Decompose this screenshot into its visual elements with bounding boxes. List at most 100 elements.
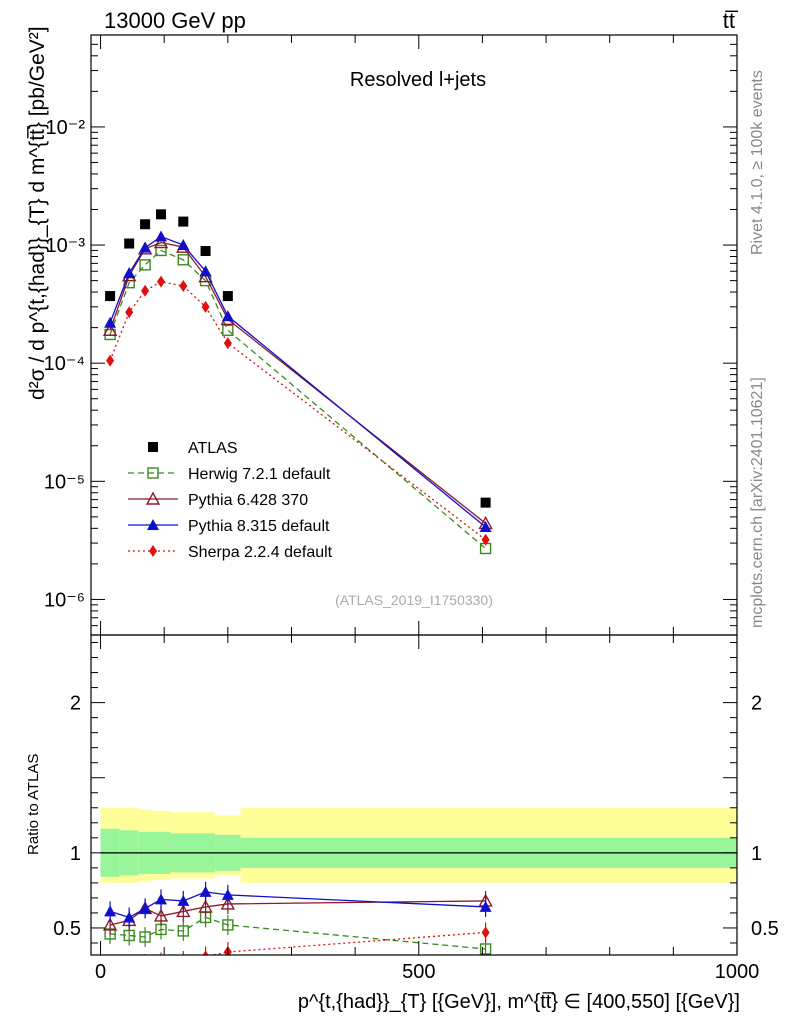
legend-label-herwig-7-2-1-default: Herwig 7.2.1 default <box>188 466 331 483</box>
xtick-label: 1000 <box>715 961 760 983</box>
legend-marker-pythia-8-315-default <box>147 519 159 530</box>
point-atlas <box>124 238 135 249</box>
main-panel-series <box>102 209 493 555</box>
ratio-point-pythia-8-315-default <box>139 902 152 914</box>
ratio-uncertainty-bands <box>100 807 737 883</box>
point-sherpa-2-2-4-default <box>157 275 166 288</box>
ratio-point-pythia-6-428-370 <box>102 917 118 931</box>
ratio-point-herwig-7-2-1-default <box>139 931 151 943</box>
legend-label-atlas: ATLAS <box>188 440 238 457</box>
point-sherpa-2-2-4-default <box>125 306 134 319</box>
axes: 10⁻⁶ 10⁻⁵ 10⁻⁴ 10⁻³ 10⁻² 0.5 0.5 1 1 2 2 0 500 1000 <box>44 34 779 983</box>
analysis-watermark: (ATLAS_2019_I1750330) <box>335 592 493 608</box>
ratio-panel-frame <box>90 634 738 956</box>
ratio-point-pythia-6-428-370 <box>220 896 236 910</box>
ratio-ytick-label: 2 <box>70 693 81 715</box>
ratio-point-herwig-7-2-1-default <box>123 929 135 942</box>
main-ylabel: d²σ / d p^{t,{had}}_{T} d m^{tt̅} [pb/Ge… <box>26 26 49 400</box>
legend-label-pythia-6-428-370: Pythia 6.428 370 <box>188 492 308 509</box>
ratio-point-sherpa-2-2-4-default <box>157 957 165 969</box>
point-sherpa-2-2-4-default <box>481 533 490 546</box>
point-atlas <box>156 209 167 220</box>
point-pythia-8-315-default <box>479 521 492 533</box>
point-sherpa-2-2-4-default <box>141 284 150 297</box>
ratio-point-herwig-7-2-1-default <box>479 943 492 955</box>
point-pythia-8-315-default <box>104 316 117 328</box>
ratio-line-pythia-8-315-default <box>109 891 486 919</box>
main-ytick-label: 10⁻⁴ <box>44 353 85 375</box>
ratio-ytick-label-right: 1 <box>751 843 762 865</box>
ratio-point-sherpa-2-2-4-default <box>125 961 133 973</box>
ratio-point-pythia-8-315-default <box>199 885 212 897</box>
series-line-pythia-8-315-default <box>109 235 487 528</box>
point-atlas <box>140 219 151 230</box>
xtick-label: 500 <box>402 961 435 983</box>
point-atlas <box>178 216 189 227</box>
point-sherpa-2-2-4-default <box>179 280 188 293</box>
ratio-point-pythia-8-315-default <box>155 893 168 905</box>
point-pythia-8-315-default <box>123 266 136 278</box>
point-pythia-8-315-default <box>139 241 152 253</box>
series-line-pythia-6-428-370 <box>109 241 487 524</box>
ratio-ytick-label-right: 2 <box>751 693 762 715</box>
ratio-point-pythia-8-315-default <box>221 888 234 900</box>
point-atlas <box>222 291 233 302</box>
point-herwig-7-2-1-default <box>139 259 151 271</box>
ratio-point-sherpa-2-2-4-default <box>141 958 149 970</box>
main-ytick-label: 10⁻² <box>46 117 86 139</box>
mcplots-label: mcplots.cern.ch [arXiv:2401.10621] <box>749 377 766 628</box>
point-atlas <box>200 246 211 257</box>
legend-marker-herwig-7-2-1-default <box>147 467 159 479</box>
rivet-label: Rivet 4.1.0, ≥ 100k events <box>749 70 766 255</box>
main-ytick-label: 10⁻⁶ <box>44 589 85 611</box>
ratio-point-pythia-6-428-370 <box>153 908 169 922</box>
point-pythia-6-428-370 <box>153 235 169 249</box>
point-pythia-8-315-default <box>177 239 190 251</box>
series-line-herwig-7-2-1-default <box>109 249 487 549</box>
point-herwig-7-2-1-default <box>222 324 234 336</box>
point-sherpa-2-2-4-default <box>106 354 115 367</box>
point-sherpa-2-2-4-default <box>223 337 232 350</box>
point-atlas <box>480 497 491 508</box>
plot-title: Resolved l+jets <box>350 69 486 91</box>
header-process: tt̅ <box>723 8 739 33</box>
x-axis-label: p^{t,{had}}_{T} [{GeV}], m^{tt̅} ∈ [400,… <box>298 991 740 1013</box>
ratio-point-pythia-8-315-default <box>104 905 117 917</box>
xtick-label: 0 <box>95 961 106 983</box>
ratio-point-pythia-6-428-370 <box>198 899 213 913</box>
ratio-point-pythia-8-315-default <box>479 900 492 912</box>
ratio-point-pythia-6-428-370 <box>176 903 191 918</box>
ratio-ytick-label: 0.5 <box>53 918 81 940</box>
point-herwig-7-2-1-default <box>177 254 189 266</box>
legend: ATLAS Herwig 7.2.1 default Pythia 6.428 37… <box>128 440 333 561</box>
point-pythia-8-315-default <box>155 230 168 242</box>
main-ytick-label: 10⁻⁵ <box>44 471 85 493</box>
ratio-ytick-label-right: 0.5 <box>751 918 779 940</box>
point-sherpa-2-2-4-default <box>201 300 210 313</box>
ratio-point-herwig-7-2-1-default <box>155 923 167 936</box>
ratio-ylabel: Ratio to ATLAS <box>25 754 42 855</box>
legend-label-pythia-8-315-default: Pythia 8.315 default <box>188 518 330 535</box>
ratio-point-herwig-7-2-1-default <box>222 919 234 931</box>
ratio-point-sherpa-2-2-4-default <box>202 950 209 955</box>
point-atlas <box>105 291 116 302</box>
ratio-ytick-label: 1 <box>70 843 81 865</box>
series-line-sherpa-2-2-4-default <box>109 280 486 541</box>
header-energy: 13000 GeV pp <box>104 8 246 33</box>
ratio-point-sherpa-2-2-4-default <box>481 926 490 939</box>
legend-label-sherpa-2-2-4-default: Sherpa 2.2.4 default <box>188 544 333 561</box>
ratio-line-sherpa-2-2-4-default <box>209 931 486 955</box>
point-herwig-7-2-1-default <box>155 244 167 257</box>
legend-marker-pythia-6-428-370 <box>145 491 161 505</box>
legend-marker-atlas <box>148 442 158 452</box>
ratio-point-sherpa-2-2-4-default <box>106 964 114 976</box>
point-pythia-6-428-370 <box>102 322 118 336</box>
ratio-point-pythia-8-315-default <box>123 911 136 923</box>
ratio-point-herwig-7-2-1-default <box>177 925 189 937</box>
ratio-point-sherpa-2-2-4-default <box>179 955 187 967</box>
ratio-line-herwig-7-2-1-default <box>110 916 486 950</box>
legend-marker-sherpa-2-2-4-default <box>149 545 157 557</box>
ratio-point-pythia-8-315-default <box>177 894 190 906</box>
point-pythia-8-315-default <box>199 265 212 277</box>
